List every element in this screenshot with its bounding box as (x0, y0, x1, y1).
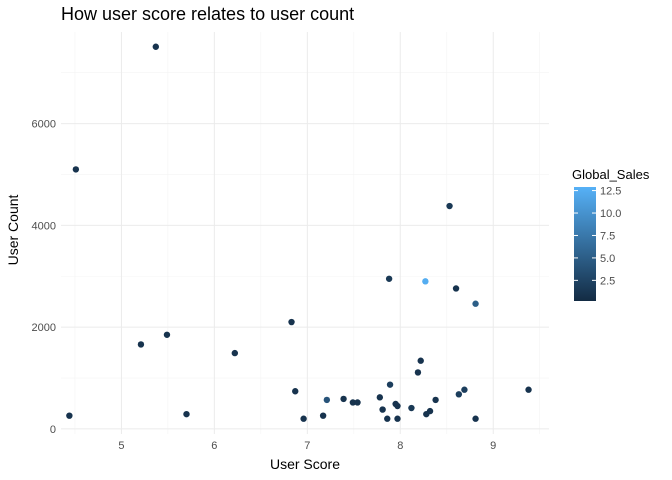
data-point (455, 391, 463, 398)
data-point (349, 399, 357, 406)
tick-labels: 5 6 7 8 9 0 2000 4000 6000 (32, 119, 497, 452)
data-point (472, 415, 479, 422)
legend-tick-label: 12.5 (600, 186, 621, 198)
data-point (231, 349, 239, 357)
data-point (446, 202, 453, 210)
y-tick-label: 2000 (32, 322, 56, 334)
data-point (72, 166, 80, 173)
y-tick-label: 4000 (32, 220, 56, 232)
data-point (394, 402, 401, 410)
data-point (394, 415, 401, 422)
x-tick-label: 5 (118, 440, 124, 452)
data-point (163, 331, 171, 338)
y-axis-title: User Count (5, 194, 21, 265)
data-point (408, 404, 415, 412)
data-point (300, 415, 307, 422)
data-point (323, 396, 331, 404)
legend-colorbar (574, 187, 596, 301)
data-point (288, 318, 295, 326)
data-point (461, 386, 468, 393)
data-point (319, 412, 327, 419)
data-point (432, 396, 439, 404)
chart-title: How user score relates to user count (61, 4, 354, 24)
grid (61, 32, 549, 434)
data-point (452, 285, 460, 292)
x-tick-label: 6 (211, 440, 217, 452)
y-tick-label: 6000 (32, 119, 56, 131)
data-points (66, 43, 532, 422)
data-point (376, 394, 384, 401)
x-tick-label: 7 (304, 440, 310, 452)
data-point (66, 412, 73, 419)
data-point (379, 406, 386, 413)
data-point (414, 369, 422, 376)
data-point (472, 300, 479, 307)
legend-tick-label: 2.5 (600, 275, 615, 287)
data-point (384, 415, 391, 422)
data-point (183, 410, 190, 418)
color-legend: Global_Sales 2.5 5.0 7.5 10.0 12.5 (572, 167, 650, 301)
legend-title: Global_Sales (572, 167, 650, 182)
data-point (152, 43, 160, 50)
data-point (292, 388, 299, 395)
data-point (417, 357, 424, 364)
legend-tick-label: 10.0 (600, 208, 621, 220)
data-point (385, 275, 393, 282)
data-point (423, 410, 430, 418)
x-tick-label: 9 (490, 440, 496, 452)
data-point (386, 381, 394, 388)
data-point (354, 399, 361, 406)
legend-tick-label: 5.0 (600, 253, 615, 265)
data-point (422, 278, 429, 285)
y-tick-label: 0 (50, 424, 56, 436)
x-tick-label: 8 (397, 440, 403, 452)
x-axis-title: User Score (270, 456, 340, 472)
legend-tick-label: 7.5 (600, 230, 615, 242)
data-point (525, 386, 532, 393)
data-point (340, 395, 347, 403)
data-point (137, 341, 145, 348)
